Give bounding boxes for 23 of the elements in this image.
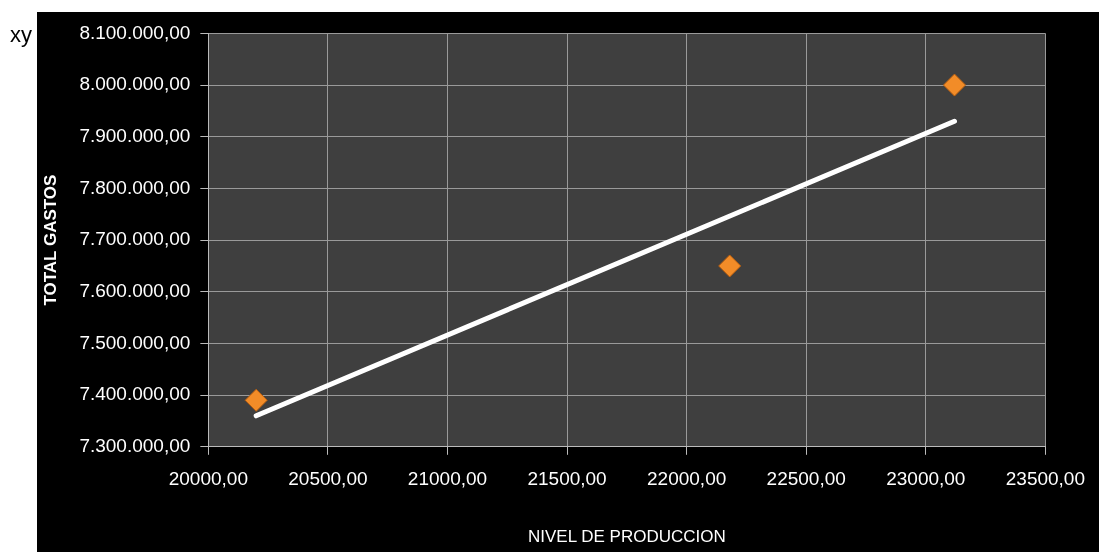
point	[718, 254, 742, 278]
x-tick-label: 20500,00	[288, 468, 368, 490]
x-tick-label: 22000,00	[647, 468, 727, 490]
y-tick-label: 7.800.000,00	[79, 176, 191, 198]
y-tick-label: 7.700.000,00	[79, 228, 191, 250]
x-tick-label: 22500,00	[766, 468, 846, 490]
y-axis-title: TOTAL GASTOS	[40, 174, 60, 306]
y-tick-label: 8.100.000,00	[79, 21, 191, 43]
y-tick-label: 7.400.000,00	[79, 383, 191, 405]
x-axis-title: NIVEL DE PRODUCCION	[527, 527, 726, 547]
point	[943, 73, 966, 97]
x-tick-label: 21500,00	[527, 468, 607, 490]
x-tick-label: 21000,00	[407, 468, 488, 490]
x-tick-label: 20000,00	[168, 468, 248, 490]
y-tick-label: 7.500.000,00	[79, 331, 191, 353]
x-tick-label: 23000,00	[886, 468, 966, 490]
x-tick-label: 23500,00	[1005, 468, 1085, 490]
point	[244, 388, 268, 412]
y-tick-label: 7.300.000,00	[79, 435, 191, 457]
y-tick-label: 8.000.000,00	[79, 73, 191, 95]
y-tick-label: 7.600.000,00	[79, 280, 191, 302]
y-tick-label: 7.900.000,00	[79, 124, 191, 146]
text: xy	[10, 22, 32, 48]
